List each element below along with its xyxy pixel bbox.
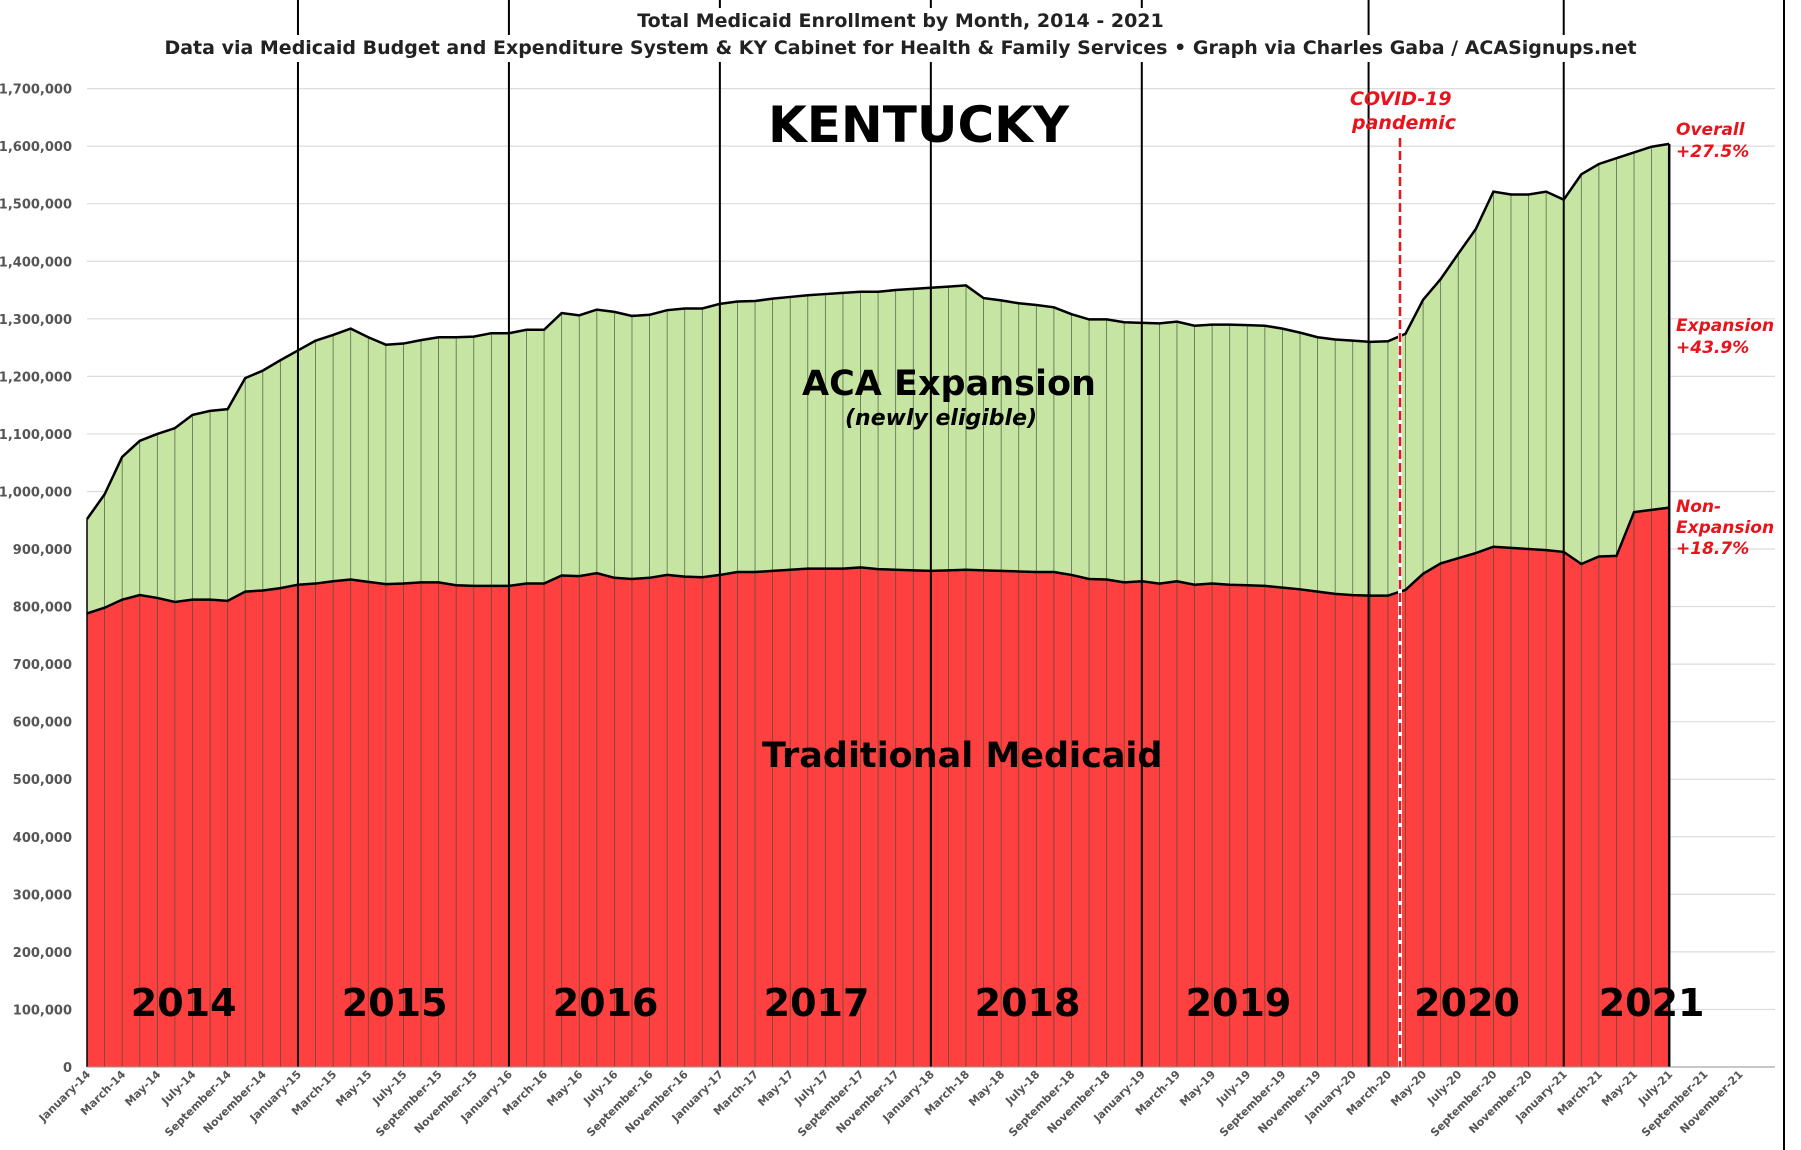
- y-tick-label: 1,100,000: [0, 428, 72, 443]
- y-tick-label: 0: [63, 1061, 72, 1076]
- year-label: 2018: [975, 981, 1081, 1025]
- traditional-area-label: Traditional Medicaid: [762, 736, 1163, 776]
- expansion-area-label: ACA Expansion: [802, 364, 1096, 404]
- state-label: KENTUCKY: [768, 96, 1070, 154]
- x-tick-label: May-16: [544, 1068, 585, 1109]
- year-label: 2016: [553, 981, 659, 1025]
- x-tick-label: November-19: [1255, 1068, 1323, 1136]
- covid-label-2: pandemic: [1352, 112, 1457, 134]
- y-tick-label: 200,000: [13, 946, 72, 961]
- total-line: [85, 142, 1670, 520]
- x-tick-label: November-20: [1466, 1068, 1534, 1136]
- nonexp-value: +18.7%: [1676, 539, 1750, 559]
- x-tick-label: November-15: [412, 1068, 480, 1136]
- y-tick-label: 900,000: [13, 543, 72, 558]
- year-label: 2015: [342, 981, 448, 1025]
- y-tick-label: 1,400,000: [0, 255, 72, 270]
- expansion-change-value: +43.9%: [1676, 338, 1750, 358]
- nonexp-label-2: Expansion: [1676, 518, 1775, 538]
- expansion-change-label: Expansion: [1676, 316, 1775, 336]
- y-tick-label: 600,000: [13, 716, 72, 731]
- x-tick-label: November-21: [1677, 1068, 1745, 1136]
- chart-subtitle: Data via Medicaid Budget and Expenditure…: [158, 35, 1643, 62]
- y-tick-label: 700,000: [13, 658, 72, 673]
- y-tick-label: 1,700,000: [0, 83, 72, 98]
- year-label: 2017: [764, 981, 870, 1025]
- y-tick-label: 1,200,000: [0, 370, 72, 385]
- chart-title: Total Medicaid Enrollment by Month, 2014…: [631, 8, 1170, 35]
- x-tick-label: May-14: [122, 1068, 163, 1109]
- y-tick-label: 400,000: [13, 831, 72, 846]
- overall-value: +27.5%: [1676, 142, 1750, 162]
- x-tick-label: May-20: [1388, 1068, 1429, 1109]
- overall-label: Overall: [1676, 120, 1745, 140]
- x-tick-label: November-16: [623, 1068, 691, 1136]
- chart-title-block: Total Medicaid Enrollment by Month, 2014…: [0, 8, 1801, 62]
- year-label: 2021: [1599, 981, 1705, 1025]
- year-label: 2014: [131, 981, 237, 1025]
- expansion-area-sublabel: (newly eligible): [845, 406, 1038, 431]
- nonexp-label-1: Non-: [1676, 497, 1722, 517]
- x-tick-label: May-17: [755, 1068, 796, 1109]
- x-tick-label: May-21: [1599, 1068, 1640, 1109]
- x-tick-label: November-18: [1045, 1068, 1113, 1136]
- y-tick-label: 1,000,000: [0, 485, 72, 500]
- covid-label-1: COVID-19: [1350, 88, 1452, 110]
- y-tick-label: 1,600,000: [0, 140, 72, 155]
- x-tick-label: May-15: [333, 1068, 374, 1109]
- traditional-line: [86, 506, 1670, 615]
- y-tick-label: 100,000: [13, 1003, 72, 1018]
- year-label: 2020: [1414, 981, 1520, 1025]
- y-tick-label: 1,300,000: [0, 313, 72, 328]
- y-tick-label: 500,000: [13, 773, 72, 788]
- x-tick-label: November-14: [201, 1068, 269, 1136]
- y-tick-label: 300,000: [13, 888, 72, 903]
- y-tick-label: 800,000: [13, 601, 72, 616]
- x-tick-label: May-18: [966, 1068, 1007, 1109]
- x-tick-label: May-19: [1177, 1068, 1218, 1109]
- y-tick-label: 1,500,000: [0, 198, 72, 213]
- x-tick-label: November-17: [834, 1068, 902, 1136]
- year-label: 2019: [1186, 981, 1292, 1025]
